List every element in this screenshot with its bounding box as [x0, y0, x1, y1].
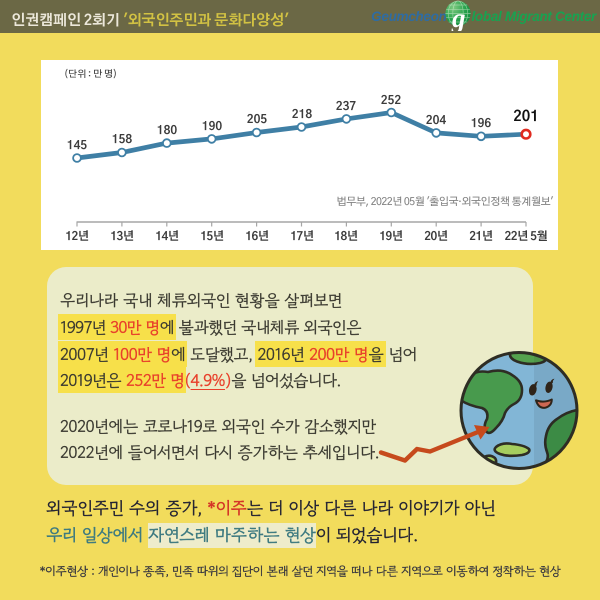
- svg-text:14년: 14년: [155, 230, 178, 243]
- svg-text:190: 190: [202, 120, 223, 133]
- svg-text:196: 196: [471, 117, 492, 130]
- svg-text:22년 5월: 22년 5월: [505, 229, 548, 243]
- svg-text:16년: 16년: [245, 230, 268, 243]
- svg-text:201: 201: [513, 109, 539, 124]
- svg-text:252: 252: [381, 94, 402, 107]
- svg-text:180: 180: [157, 124, 178, 137]
- svg-text:12년: 12년: [65, 230, 88, 243]
- svg-text:법무부, 2022년 05월 '출입국·외국인정책 통계월보: 법무부, 2022년 05월 '출입국·외국인정책 통계월보': [336, 196, 553, 208]
- svg-text:204: 204: [426, 114, 447, 127]
- svg-text:18년: 18년: [334, 230, 357, 243]
- svg-text:145: 145: [67, 139, 88, 152]
- svg-text:g: g: [451, 3, 466, 31]
- svg-text:17년: 17년: [290, 230, 313, 243]
- svg-text:158: 158: [112, 133, 133, 146]
- svg-text:13년: 13년: [110, 230, 133, 243]
- svg-text:237: 237: [336, 100, 357, 113]
- svg-text:19년: 19년: [379, 230, 402, 243]
- svg-text:21년: 21년: [469, 230, 492, 243]
- svg-text:205: 205: [247, 113, 268, 126]
- svg-text:20년: 20년: [424, 230, 447, 243]
- svg-text:(단위 : 만 명): (단위 : 만 명): [64, 68, 117, 79]
- svg-text:15년: 15년: [200, 230, 223, 243]
- svg-text:218: 218: [292, 108, 313, 121]
